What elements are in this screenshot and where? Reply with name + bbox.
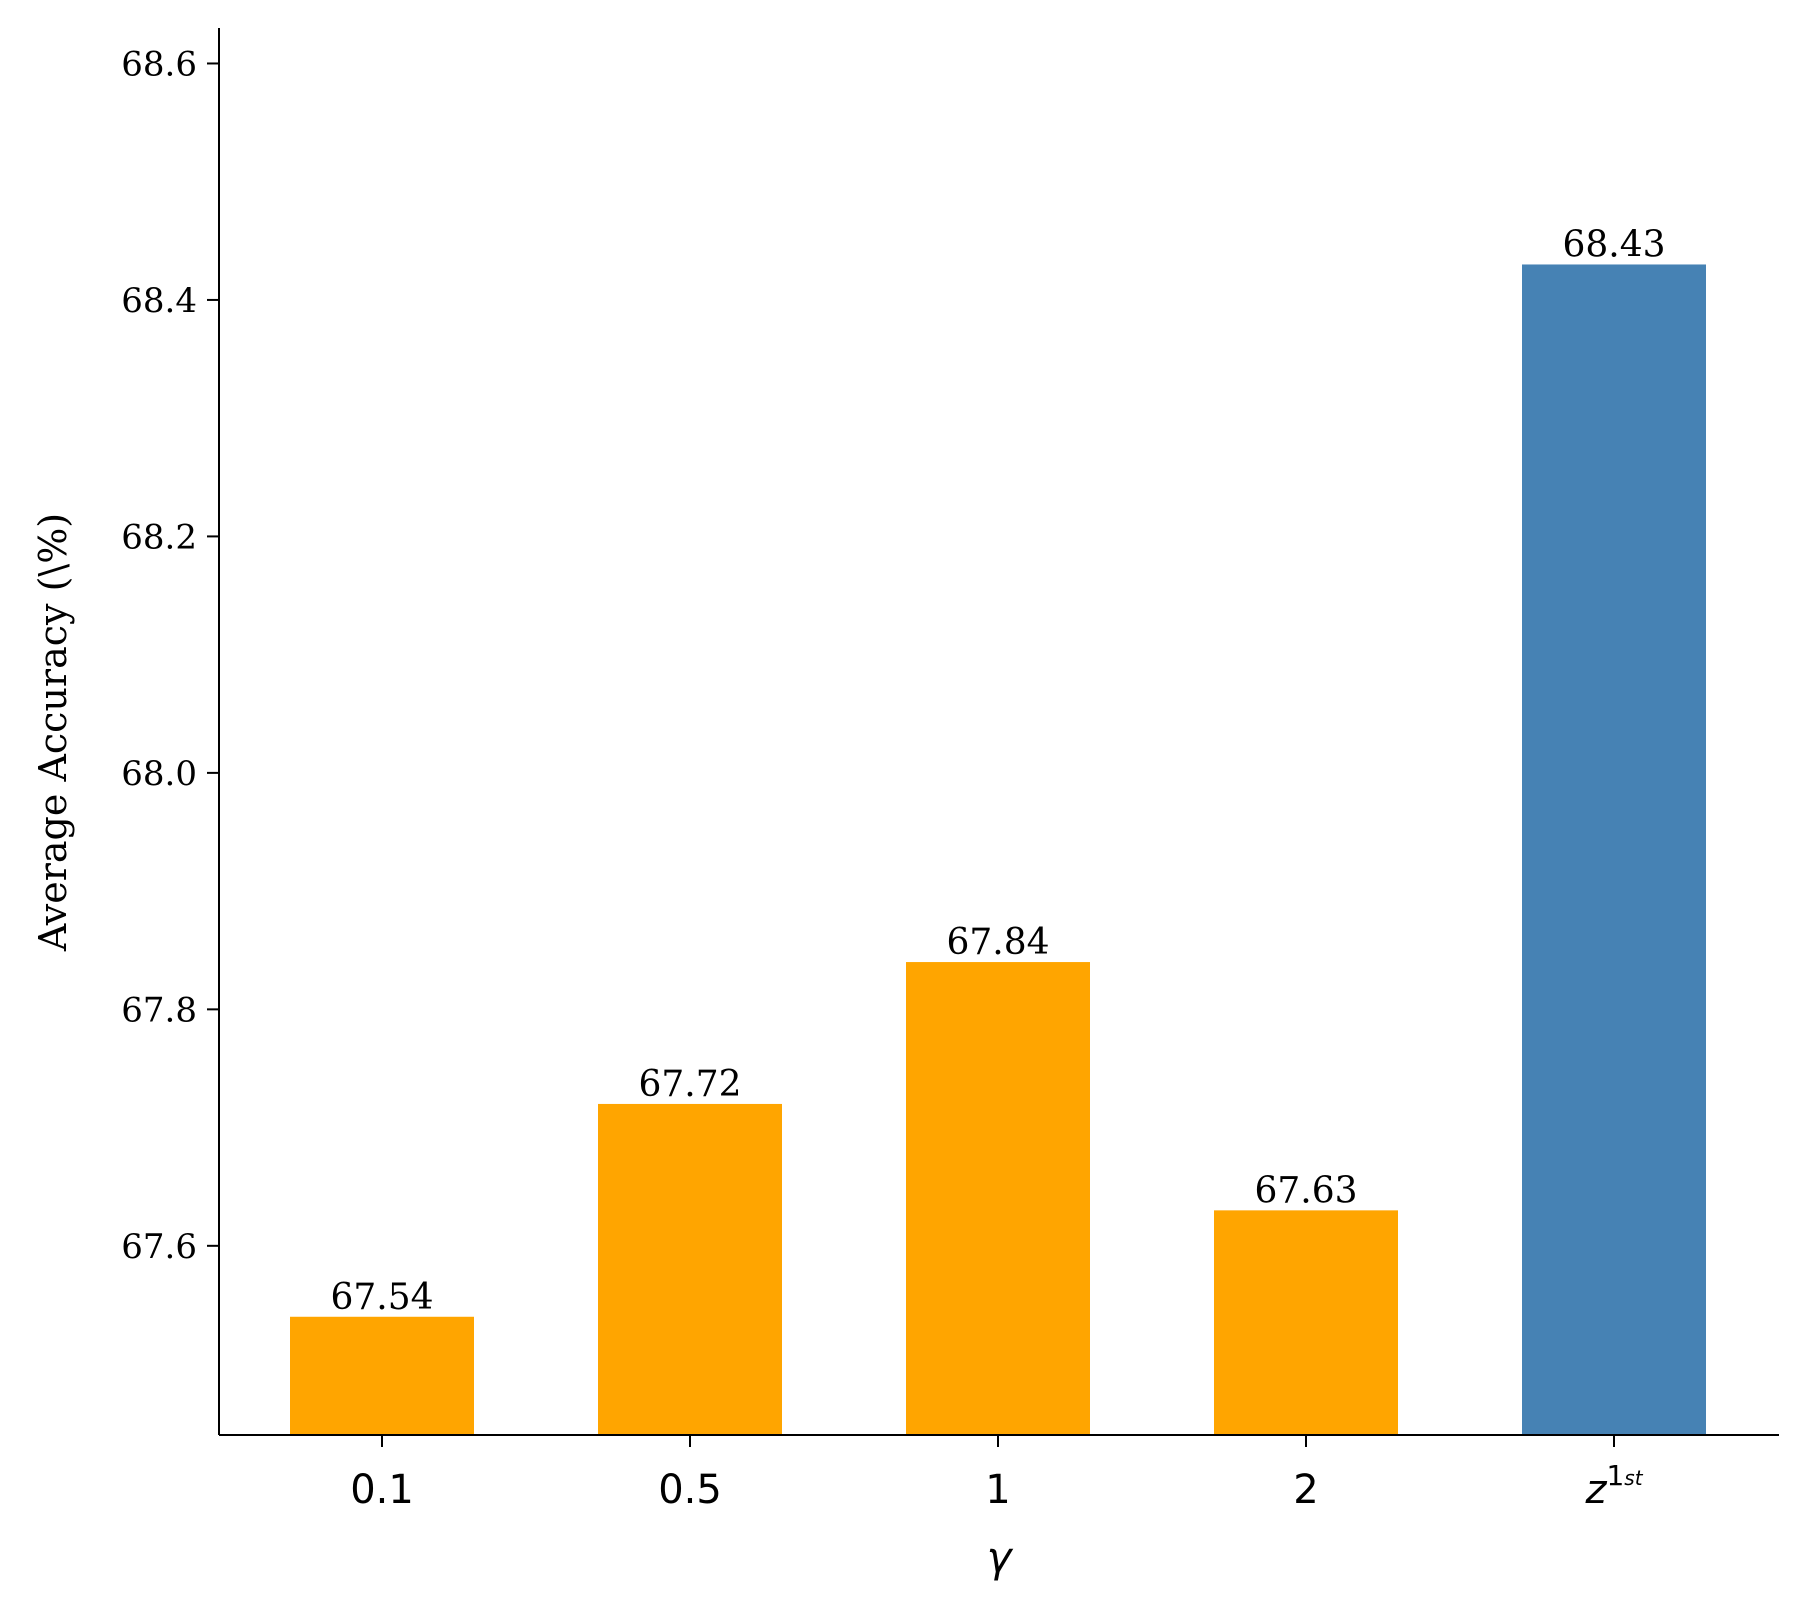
x-ticks-layer: 0.1 0.5 1 2 z1st xyxy=(350,1435,1644,1513)
data-label-0: 67.54 xyxy=(330,1277,433,1318)
bar-1 xyxy=(598,1103,782,1435)
data-label-2: 67.84 xyxy=(946,922,1049,963)
y-tick-label-5: 68.6 xyxy=(121,44,197,84)
bar-3 xyxy=(1214,1210,1398,1435)
x-tick-label-4: z1st xyxy=(1584,1459,1643,1513)
x-tick-label-0: 0.1 xyxy=(350,1467,414,1513)
y-tick-label-4: 68.4 xyxy=(121,281,197,321)
bar-2 xyxy=(906,962,1090,1435)
data-label-1: 67.72 xyxy=(638,1064,741,1105)
bar-4 xyxy=(1522,264,1706,1435)
x-tick-label-2: 1 xyxy=(985,1467,1010,1513)
y-tick-label-3: 68.2 xyxy=(121,517,197,557)
y-tick-label-1: 67.8 xyxy=(121,990,197,1030)
data-labels-layer: 67.54 67.72 67.84 67.63 68.43 xyxy=(330,224,1665,1317)
y-axis-title: Average Accuracy (\%) xyxy=(31,513,75,952)
x-axis-title: γ xyxy=(987,1533,1014,1582)
data-label-3: 67.63 xyxy=(1254,1170,1357,1211)
bars-layer xyxy=(290,264,1706,1435)
data-label-4: 68.43 xyxy=(1562,224,1665,265)
y-tick-label-0: 67.6 xyxy=(121,1227,197,1267)
x-tick-label-3: 2 xyxy=(1293,1467,1318,1513)
y-tick-label-2: 68.0 xyxy=(121,754,197,794)
y-ticks-layer: 67.6 67.8 68.0 68.2 68.4 68.6 xyxy=(121,44,219,1267)
x-tick-label-1: 0.5 xyxy=(658,1467,722,1513)
bar-0 xyxy=(290,1316,474,1435)
